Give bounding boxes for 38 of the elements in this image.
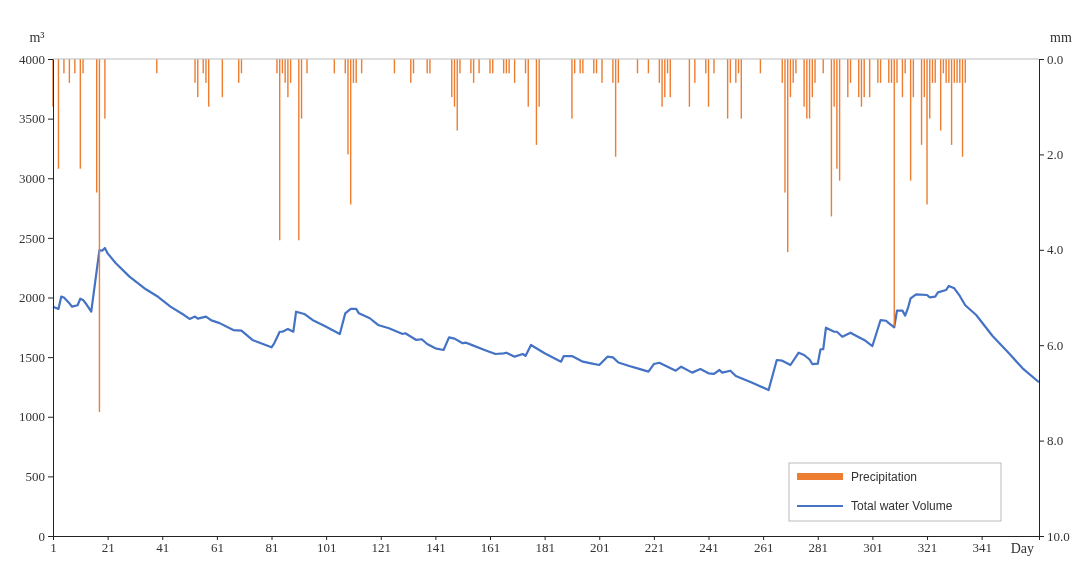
x-tick-label: 181 [535,540,555,556]
y-tick-label: 2500 [19,230,45,246]
y-tick-label: 0 [38,528,45,544]
x-tick-label: 241 [699,540,719,556]
x-tick-label: 321 [917,540,938,556]
x-tick-label: 101 [316,540,337,556]
x-tick-label: 1 [50,540,57,556]
x-tick-label: 41 [156,540,170,556]
legend-label: Precipitation [851,470,918,484]
y-tick-label: 3500 [19,111,45,127]
y-tick-label: 500 [25,469,45,485]
x-tick-label: 141 [426,540,446,556]
y2-tick-label: 8.0 [1047,433,1064,449]
x-tick-label: 281 [808,540,829,556]
y-axis-title: m³ [29,30,45,45]
x-tick-label: 301 [863,540,883,556]
x-tick-label: 121 [371,540,392,556]
x-tick-label: 221 [644,540,665,556]
y2-axis-title: mm [1050,30,1072,45]
x-tick-label: 201 [590,540,610,556]
x-axis-title: Day [1010,541,1034,556]
x-tick-label: 161 [480,540,501,556]
x-tick-label: 81 [265,540,279,556]
y-tick-label: 3000 [19,170,45,186]
y2-tick-label: 10.0 [1047,528,1070,544]
x-tick-label: 61 [210,540,224,556]
y-tick-label: 1000 [19,409,45,425]
x-tick-label: 21 [101,540,115,556]
y2-tick-label: 2.0 [1047,147,1064,163]
y-tick-label: 2000 [19,290,45,306]
x-tick-label: 261 [753,540,774,556]
y2-tick-label: 6.0 [1047,337,1064,353]
legend-label: Total water Volume [851,499,953,513]
y2-tick-label: 0.0 [1047,51,1064,67]
y2-tick-label: 4.0 [1047,242,1064,258]
y-tick-label: 4000 [19,51,45,67]
y-tick-label: 1500 [19,349,45,365]
x-tick-label: 341 [972,540,992,556]
